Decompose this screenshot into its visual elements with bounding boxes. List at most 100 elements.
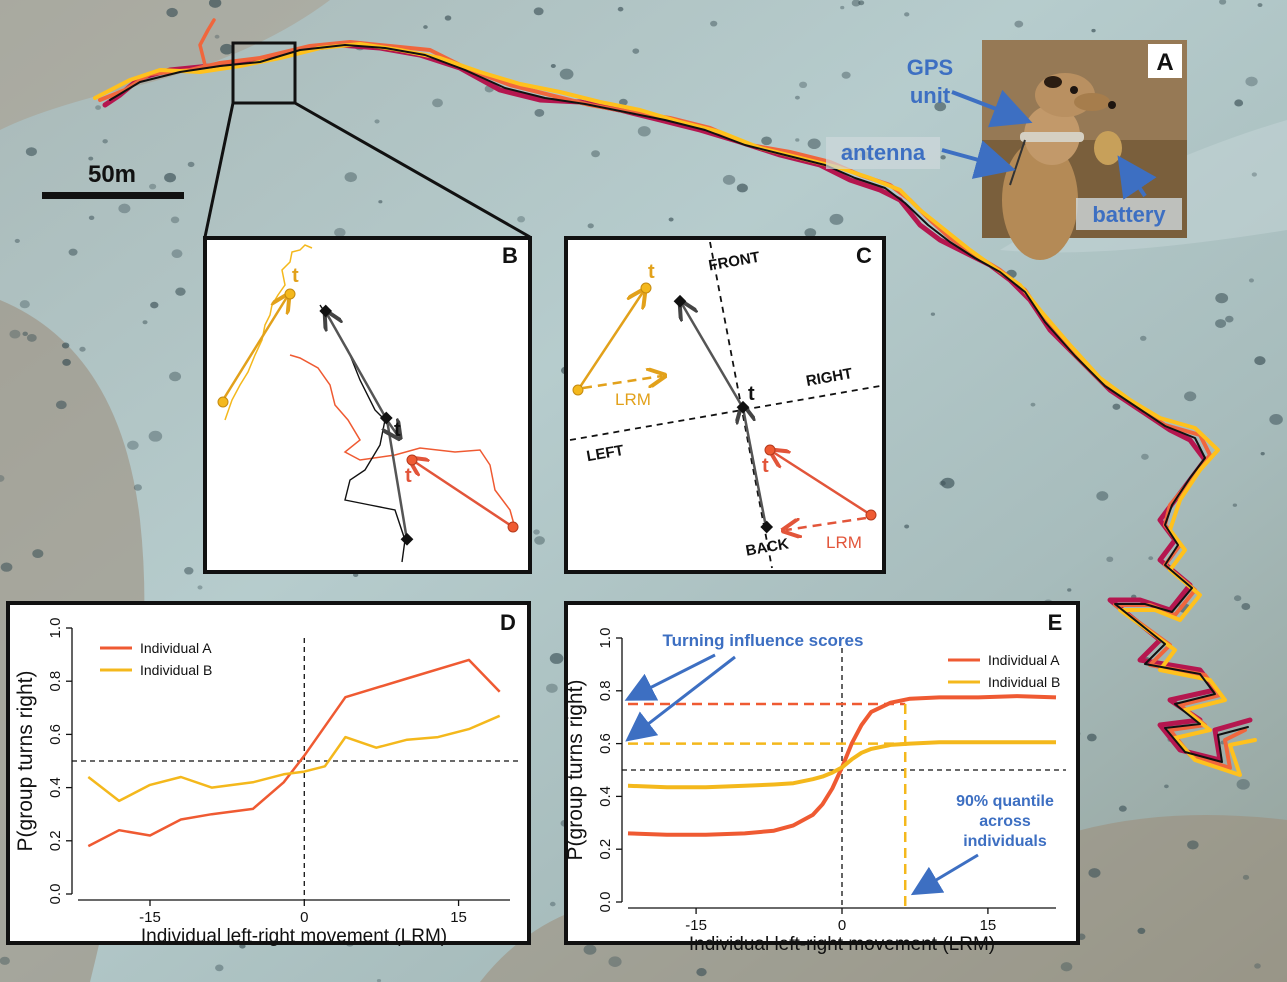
bush-dot (344, 172, 357, 183)
track-yellow (93, 42, 1257, 777)
bush-dot (133, 484, 142, 491)
bush-dot (0, 562, 13, 572)
bush-dot (517, 216, 526, 223)
bush-dot (32, 549, 44, 559)
panel-c: C FRONT RIGHT LEFT BACK t LRM t t LRM (564, 236, 886, 574)
panel-c-label: C (856, 243, 872, 268)
bush-dot (722, 174, 736, 185)
bush-dot (1232, 503, 1238, 507)
bush-dot (807, 138, 821, 150)
bush-dot (1137, 927, 1146, 935)
gps-label-line2: unit (910, 83, 951, 108)
bush-dot (533, 529, 540, 535)
bush-dot (1241, 602, 1251, 610)
bush-dot (334, 227, 346, 238)
bush-dot (559, 68, 574, 80)
bush-dot (851, 0, 861, 7)
b-t-orange: t (405, 465, 412, 487)
c-t-orange: t (762, 455, 769, 477)
bush-dot (170, 216, 180, 224)
bush-dot (1233, 595, 1242, 602)
bush-dot (88, 215, 95, 221)
y-tick-label: 1.0 (597, 628, 614, 649)
bush-dot (549, 653, 564, 664)
bush-dot (1245, 76, 1258, 87)
c-lrm-orange: LRM (826, 533, 862, 552)
legend-label: Individual A (140, 640, 212, 656)
bush-dot (1091, 28, 1096, 33)
y-tick-label: 0.4 (597, 786, 614, 807)
x-axis-label: Individual left-right movement (LRM) (689, 934, 995, 955)
bush-dot (840, 5, 845, 10)
bush-dot (25, 147, 37, 157)
bush-dot (710, 20, 718, 27)
bush-dot (1086, 733, 1097, 742)
track-orange-offshoot (198, 18, 216, 67)
bush-dot (587, 223, 594, 229)
bush-dot (1269, 414, 1283, 425)
bush-dot (583, 944, 597, 955)
y-tick-label: 0.8 (47, 671, 64, 692)
bush-dot (61, 342, 70, 349)
bush-dot (175, 287, 186, 296)
bush-dot (22, 331, 28, 337)
orange-path (289, 354, 516, 529)
bush-dot (142, 320, 148, 325)
bush-dot (1242, 874, 1250, 880)
c-t-yellow: t (648, 261, 655, 283)
bush-dot (214, 34, 220, 39)
bush-dot (166, 7, 178, 18)
x-tick-label: 0 (300, 909, 308, 926)
bush-dot (149, 183, 157, 190)
gps-tracks (93, 18, 1257, 777)
b-t-black: t (394, 419, 401, 441)
bush-dot (534, 536, 545, 545)
bush-dot (1248, 278, 1254, 283)
bush-dot (1225, 315, 1234, 323)
y-tick-label: 0.2 (597, 839, 614, 860)
bush-dot (533, 7, 544, 16)
bush-dot (378, 200, 383, 204)
panel-a-label: A (1156, 49, 1173, 76)
bush-dot (904, 12, 910, 17)
y-axis-label: P(group turns right) (14, 671, 37, 852)
bush-dot (1234, 99, 1244, 107)
y-tick-label: 0.4 (47, 777, 64, 798)
bush-dot (858, 0, 865, 6)
legend-label: Individual B (988, 674, 1060, 690)
panel-a: A GPS unit antenna battery (826, 40, 1187, 260)
bush-dot (169, 371, 182, 382)
bush-dot (1219, 0, 1227, 5)
bush-dot (1260, 451, 1265, 456)
y-tick-label: 0.0 (597, 892, 614, 913)
bush-dot (1112, 403, 1121, 410)
y-tick-label: 0.6 (47, 724, 64, 745)
scale-bar-label: 50m (88, 161, 136, 188)
bush-dot (608, 956, 622, 967)
y-tick-label: 1.0 (47, 618, 64, 639)
bush-dot (617, 6, 624, 12)
battery-label: battery (1092, 202, 1166, 227)
bush-dot (795, 138, 800, 142)
bush-dot (591, 150, 600, 158)
bush-dot (432, 98, 443, 108)
bush-dot (1257, 3, 1263, 8)
bush-dot (1118, 805, 1127, 812)
bush-dot (184, 567, 194, 575)
bush-dot (9, 329, 21, 339)
panel-b: B t t t (203, 236, 532, 574)
bush-dot (26, 333, 37, 342)
bush-dot (637, 126, 651, 137)
bush-dot (148, 430, 163, 442)
legend-label: Individual A (988, 652, 1060, 668)
turning-influence-label: Turning influence scores (663, 631, 864, 650)
bush-dot (150, 301, 159, 309)
quantile-label-2: across (979, 813, 1031, 830)
bush-dot (1088, 868, 1101, 878)
meerkat-photo (1002, 73, 1122, 260)
bush-dot (1140, 335, 1147, 341)
